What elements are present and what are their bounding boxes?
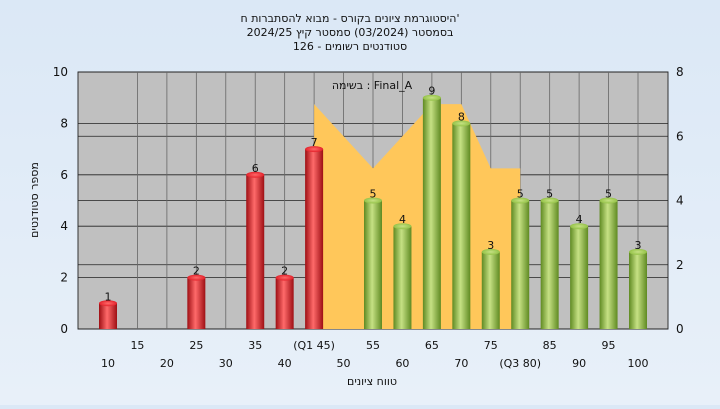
bar [393, 226, 412, 329]
bar-cap [629, 248, 647, 255]
bar-value-label: 2 [193, 265, 200, 278]
bar [187, 277, 206, 329]
x-tick-label: 20 [160, 357, 174, 370]
x-tick-label: 100 [628, 357, 649, 370]
y-tick-label: 2 [60, 271, 68, 285]
bar-value-label: 2 [281, 265, 288, 278]
bar-value-label: 3 [487, 239, 494, 252]
bar-cap [364, 197, 382, 204]
y2-tick-label: 2 [676, 258, 684, 272]
bar [629, 251, 647, 329]
x-tick-label: 75 [484, 339, 498, 352]
bar-value-label: 4 [576, 213, 583, 226]
bar [99, 303, 117, 329]
x-tick-label: (Q1 45) [293, 339, 335, 352]
bar [452, 123, 471, 330]
bar-cap [422, 94, 441, 101]
bar-cap [599, 197, 618, 204]
bar-value-label: 5 [605, 188, 612, 201]
y2-tick-label: 6 [676, 129, 684, 143]
bar-cap [305, 146, 324, 153]
bar-cap [511, 197, 530, 204]
bar-cap [540, 197, 559, 204]
x-tick-label: (Q3 80) [499, 357, 541, 370]
bar-value-label: 5 [517, 188, 524, 201]
bar-cap [99, 300, 117, 307]
bar [275, 277, 294, 329]
bar-cap [570, 223, 589, 230]
x-tick-label: 35 [248, 339, 262, 352]
bar [305, 149, 324, 329]
x-tick-label: 90 [572, 357, 586, 370]
y2-tick-label: 0 [676, 322, 684, 336]
x-axis-title: טווח ציונים [347, 375, 397, 388]
x-tick-label: 70 [454, 357, 468, 370]
bar-cap [246, 171, 265, 178]
x-tick-label: 85 [543, 339, 557, 352]
bar [570, 226, 589, 329]
y-axis-ticks: 0 2 4 6 8 10 [53, 65, 68, 336]
x-tick-label: 95 [602, 339, 616, 352]
y2-tick-label: 4 [676, 194, 684, 208]
x-tick-label: 40 [278, 357, 292, 370]
y-tick-label: 10 [53, 65, 68, 79]
bar [246, 174, 265, 329]
y-axis-title: מספר סטודנטים [28, 162, 41, 238]
x-tick-label: 15 [130, 339, 144, 352]
annotation-label: בשימה : Final_A [332, 79, 413, 92]
bar-value-label: 7 [311, 136, 318, 149]
x-tick-label: 65 [425, 339, 439, 352]
bar [481, 251, 500, 329]
bar-value-labels: 1 2 6 2 7 5 4 9 8 3 5 5 4 5 3 [105, 85, 642, 304]
y-tick-label: 4 [60, 219, 68, 233]
bar-cap [452, 120, 471, 127]
chart-title-line-1: היסטוגרמת ציונים בקורס - מבוא להסתברות ח… [241, 12, 460, 25]
bar-cap [275, 274, 294, 281]
bars [99, 94, 647, 330]
x-axis-ticks: 15 25 35 (Q1 45) 55 65 75 85 95 10 20 30 40 50 60 70 (Q3… [101, 339, 649, 370]
bar-value-label: 6 [252, 162, 259, 175]
chart-title-line-2: בסמסטר (03/2024) סמסטר קיץ 2024/25 [247, 26, 454, 39]
x-tick-label: 50 [337, 357, 351, 370]
bar-value-label: 9 [428, 85, 435, 98]
bar-value-label: 5 [546, 188, 553, 201]
bar [599, 200, 618, 329]
x-tick-label: 10 [101, 357, 115, 370]
bar-cap [481, 248, 500, 255]
bar-cap [393, 223, 412, 230]
x-tick-label: 55 [366, 339, 380, 352]
x-tick-label: 60 [395, 357, 409, 370]
bar [422, 97, 441, 329]
chart-title: היסטוגרמת ציונים בקורס - מבוא להסתברות ח… [241, 12, 460, 53]
bar-cap [187, 274, 206, 281]
bar-value-label: 5 [370, 188, 377, 201]
bar [364, 200, 382, 329]
bar [540, 200, 559, 329]
y-tick-label: 0 [60, 322, 68, 336]
bar [511, 200, 530, 329]
bar-value-label: 4 [399, 213, 406, 226]
y-tick-label: 8 [60, 116, 68, 130]
x-tick-label: 30 [219, 357, 233, 370]
y-tick-label: 6 [60, 168, 68, 182]
bar-value-label: 3 [635, 239, 642, 252]
y2-tick-label: 8 [676, 65, 684, 79]
bar-value-label: 8 [458, 110, 465, 123]
x-tick-label: 25 [189, 339, 203, 352]
bar-value-label: 1 [105, 290, 112, 303]
chart-title-line-3: סטודנטים רשומים - 126 [293, 40, 407, 53]
y2-axis-ticks: 0 2 4 6 8 [676, 65, 684, 336]
